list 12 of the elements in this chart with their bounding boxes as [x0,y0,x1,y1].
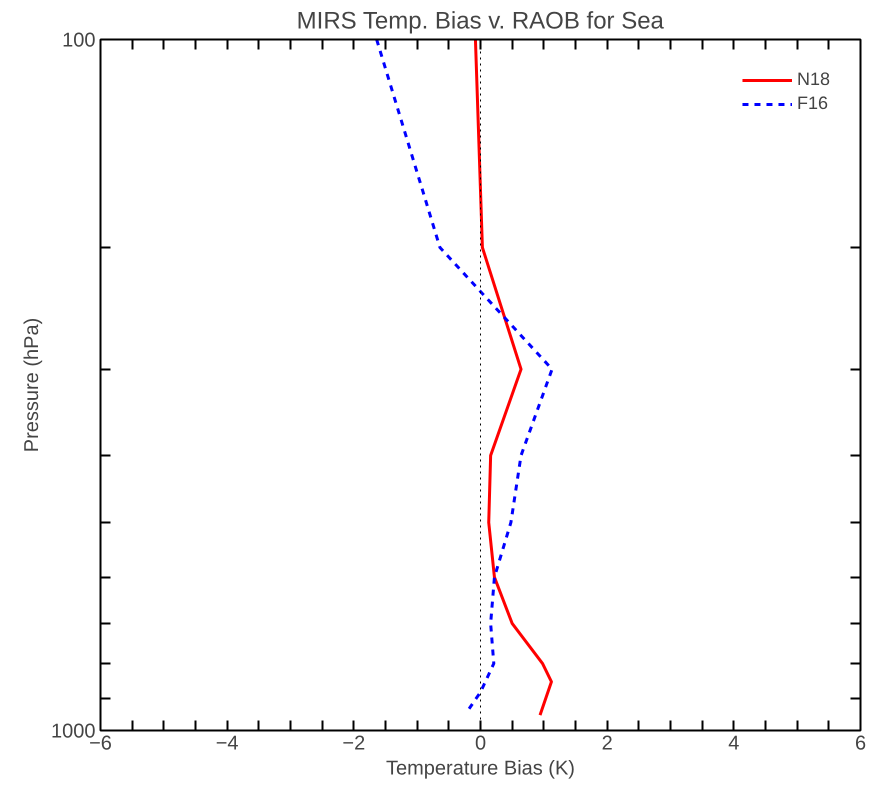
x-tick-label: 2 [602,732,613,754]
x-axis-title: Temperature Bias (K) [386,758,575,780]
y-axis-title: Pressure (hPa) [21,318,44,452]
chart-title: MIRS Temp. Bias v. RAOB for Sea [296,8,665,34]
legend-label: N18 [796,69,830,90]
x-tick-label: 0 [474,732,486,754]
x-tick-label: 4 [728,732,740,754]
y-tick-label: 100 [62,30,96,52]
x-tick-label: 6 [854,732,866,754]
x-tick-label: −2 [342,732,366,754]
legend-label: F16 [796,93,828,114]
x-tick-label: −4 [216,732,239,754]
